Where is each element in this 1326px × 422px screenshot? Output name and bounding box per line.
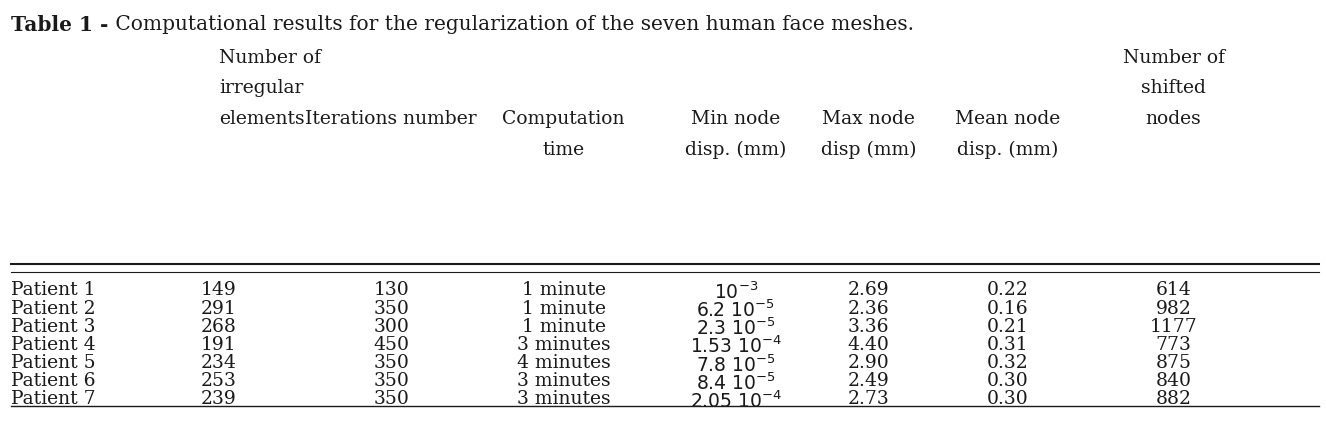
Text: disp (mm): disp (mm) bbox=[821, 141, 916, 159]
Text: 2.69: 2.69 bbox=[847, 281, 890, 300]
Text: 2.73: 2.73 bbox=[847, 390, 890, 408]
Text: 982: 982 bbox=[1155, 300, 1192, 318]
Text: 350: 350 bbox=[373, 300, 410, 318]
Text: Min node: Min node bbox=[691, 110, 781, 128]
Text: Patient 5: Patient 5 bbox=[11, 354, 95, 372]
Text: $2.05\ 10^{-4}$: $2.05\ 10^{-4}$ bbox=[690, 390, 782, 412]
Text: Table 1 -: Table 1 - bbox=[11, 15, 115, 35]
Text: 191: 191 bbox=[202, 336, 236, 354]
Text: 1 minute: 1 minute bbox=[521, 300, 606, 318]
Text: irregular: irregular bbox=[219, 79, 304, 97]
Text: 875: 875 bbox=[1155, 354, 1192, 372]
Text: 2.90: 2.90 bbox=[847, 354, 890, 372]
Text: 350: 350 bbox=[373, 372, 410, 390]
Text: 253: 253 bbox=[200, 372, 237, 390]
Text: 0.16: 0.16 bbox=[987, 300, 1029, 318]
Text: disp. (mm): disp. (mm) bbox=[686, 141, 786, 159]
Text: 4 minutes: 4 minutes bbox=[517, 354, 610, 372]
Text: $1.53\ 10^{-4}$: $1.53\ 10^{-4}$ bbox=[690, 336, 782, 357]
Text: $6.2\ 10^{-5}$: $6.2\ 10^{-5}$ bbox=[696, 300, 776, 321]
Text: disp. (mm): disp. (mm) bbox=[957, 141, 1058, 159]
Text: 300: 300 bbox=[373, 318, 410, 336]
Text: 1177: 1177 bbox=[1150, 318, 1197, 336]
Text: Iterations number: Iterations number bbox=[305, 110, 477, 128]
Text: Computation: Computation bbox=[503, 110, 625, 128]
Text: 0.30: 0.30 bbox=[987, 390, 1029, 408]
Text: $7.8\ 10^{-5}$: $7.8\ 10^{-5}$ bbox=[696, 354, 776, 376]
Text: Patient 7: Patient 7 bbox=[11, 390, 95, 408]
Text: Patient 1: Patient 1 bbox=[11, 281, 95, 300]
Text: 0.30: 0.30 bbox=[987, 372, 1029, 390]
Text: 0.21: 0.21 bbox=[987, 318, 1029, 336]
Text: Mean node: Mean node bbox=[955, 110, 1061, 128]
Text: 3 minutes: 3 minutes bbox=[517, 390, 610, 408]
Text: Patient 3: Patient 3 bbox=[11, 318, 95, 336]
Text: 234: 234 bbox=[200, 354, 237, 372]
Text: elements: elements bbox=[219, 110, 305, 128]
Text: 450: 450 bbox=[373, 336, 410, 354]
Text: 350: 350 bbox=[373, 390, 410, 408]
Text: 239: 239 bbox=[202, 390, 236, 408]
Text: 0.31: 0.31 bbox=[987, 336, 1029, 354]
Text: Patient 2: Patient 2 bbox=[11, 300, 95, 318]
Text: 3.36: 3.36 bbox=[847, 318, 890, 336]
Text: shifted: shifted bbox=[1142, 79, 1205, 97]
Text: $2.3\ 10^{-5}$: $2.3\ 10^{-5}$ bbox=[696, 318, 776, 339]
Text: Max node: Max node bbox=[822, 110, 915, 128]
Text: 614: 614 bbox=[1156, 281, 1191, 300]
Text: 149: 149 bbox=[202, 281, 236, 300]
Text: time: time bbox=[542, 141, 585, 159]
Text: 0.32: 0.32 bbox=[987, 354, 1029, 372]
Text: 130: 130 bbox=[374, 281, 408, 300]
Text: 773: 773 bbox=[1155, 336, 1192, 354]
Text: Patient 4: Patient 4 bbox=[11, 336, 95, 354]
Text: $10^{-3}$: $10^{-3}$ bbox=[713, 281, 758, 303]
Text: 3 minutes: 3 minutes bbox=[517, 336, 610, 354]
Text: Number of: Number of bbox=[219, 49, 321, 67]
Text: 268: 268 bbox=[200, 318, 237, 336]
Text: Computational results for the regularization of the seven human face meshes.: Computational results for the regulariza… bbox=[109, 15, 914, 34]
Text: 882: 882 bbox=[1155, 390, 1192, 408]
Text: 2.49: 2.49 bbox=[847, 372, 890, 390]
Text: 291: 291 bbox=[202, 300, 236, 318]
Text: 3 minutes: 3 minutes bbox=[517, 372, 610, 390]
Text: 840: 840 bbox=[1155, 372, 1192, 390]
Text: Patient 6: Patient 6 bbox=[11, 372, 95, 390]
Text: 4.40: 4.40 bbox=[847, 336, 890, 354]
Text: 1 minute: 1 minute bbox=[521, 281, 606, 300]
Text: Number of: Number of bbox=[1123, 49, 1224, 67]
Text: $8.4\ 10^{-5}$: $8.4\ 10^{-5}$ bbox=[696, 372, 776, 394]
Text: 2.36: 2.36 bbox=[847, 300, 890, 318]
Text: nodes: nodes bbox=[1146, 110, 1201, 128]
Text: 350: 350 bbox=[373, 354, 410, 372]
Text: 0.22: 0.22 bbox=[987, 281, 1029, 300]
Text: 1 minute: 1 minute bbox=[521, 318, 606, 336]
